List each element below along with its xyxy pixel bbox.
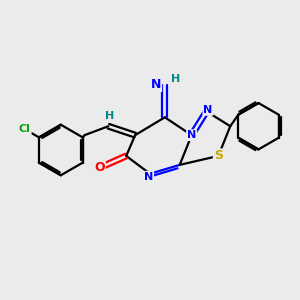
Text: O: O (94, 161, 105, 174)
Text: H: H (105, 111, 115, 121)
Text: N: N (187, 130, 196, 140)
Text: N: N (203, 105, 213, 115)
Text: N: N (144, 172, 153, 182)
Text: Cl: Cl (19, 124, 31, 134)
Text: N: N (151, 78, 161, 91)
Text: H: H (171, 74, 180, 84)
Text: S: S (214, 149, 223, 162)
